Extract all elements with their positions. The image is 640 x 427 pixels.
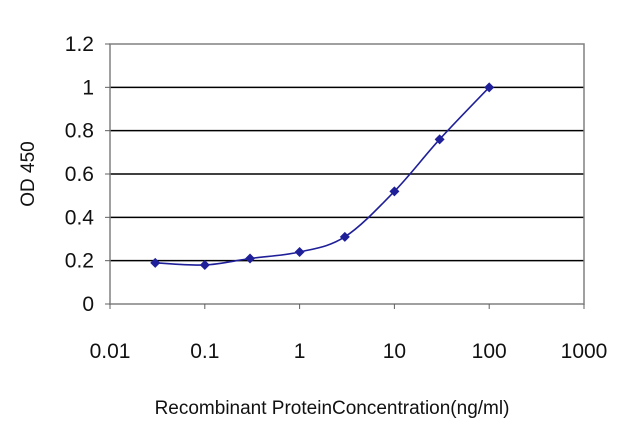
x-tick-label: 100 <box>472 340 507 363</box>
data-point <box>339 231 350 242</box>
data-point <box>150 257 161 268</box>
data-point <box>484 82 495 93</box>
gridlines <box>110 86 584 262</box>
data-point <box>294 247 305 257</box>
y-axis: 0 0.2 0.4 0.6 0.8 1 1.2 <box>65 33 110 316</box>
x-tick-label: 1 <box>294 340 306 363</box>
y-tick-label: 0.6 <box>65 163 94 186</box>
x-axis: 0.01 0.1 1 10 100 1000 <box>90 304 608 363</box>
y-tick-label: 0.4 <box>65 206 95 229</box>
data-point <box>199 260 210 270</box>
x-tick-label: 0.01 <box>90 340 131 363</box>
y-tick-label: 1 <box>82 76 94 99</box>
series <box>150 82 495 270</box>
x-axis-title: Recombinant ProteinConcentration(ng/ml) <box>155 398 510 419</box>
y-tick-label: 0.2 <box>65 250 94 273</box>
y-tick-label: 0 <box>82 293 94 316</box>
data-point <box>245 253 256 264</box>
y-tick-label: 1.2 <box>65 33 94 56</box>
x-tick-label: 10 <box>383 340 406 363</box>
data-point <box>434 134 445 145</box>
x-tick-label: 1000 <box>561 340 608 363</box>
y-axis-title: OD 450 <box>18 141 39 206</box>
data-point <box>389 186 400 197</box>
x-tick-label: 0.1 <box>190 340 219 363</box>
y-tick-label: 0.8 <box>65 120 94 143</box>
